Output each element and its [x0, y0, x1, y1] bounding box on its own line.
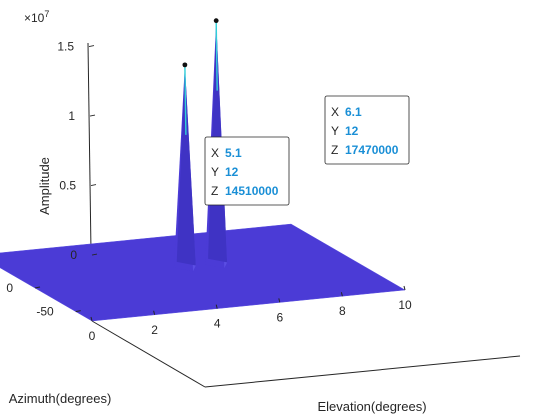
z-tick-mark: [90, 184, 97, 187]
y-tick-label: -50: [36, 305, 54, 319]
z-tick-mark: [88, 45, 95, 48]
datatip-value: 14510000: [225, 184, 279, 198]
datatip-value: 6.1: [345, 105, 362, 119]
x-tick-label: 4: [214, 317, 221, 331]
z-tick-mark: [89, 114, 96, 117]
x-tick-label: 10: [398, 298, 412, 312]
datatip-value: 12: [345, 124, 359, 138]
x-tick-label: 6: [276, 310, 283, 324]
datatip-box: [204, 136, 290, 206]
surface-group: [0, 18, 406, 322]
datatip-2: X 6.1 Y 12 Z 17470000: [324, 95, 410, 165]
peak-2-highlight: [215, 20, 218, 91]
datatip-key: X: [211, 146, 219, 160]
x-tick-mark: [90, 316, 93, 322]
datatip-key: Z: [331, 143, 338, 157]
datatip-key: Y: [331, 124, 339, 138]
y-axis-label: Azimuth(degrees): [9, 391, 112, 406]
x-tick-mark: [278, 298, 281, 303]
x-tick-label: 2: [151, 323, 158, 337]
x-tick-mark: [403, 285, 406, 291]
x-tick-mark: [153, 310, 156, 315]
datatip-value: 17470000: [345, 143, 399, 157]
x-tick-label: 8: [339, 304, 346, 318]
peak-1-marker: [182, 62, 188, 68]
y-tick-label: 0: [6, 281, 13, 295]
y-tick-mark: [75, 310, 81, 313]
datatip-value: 5.1: [225, 146, 242, 160]
peak-1-back-face: [176, 64, 196, 266]
datatip-key: Z: [211, 184, 218, 198]
datatips-group: X 5.1 Y 12 Z 14510000 X 6.1 Y 12 Z 17470000: [204, 95, 410, 206]
z-axis-label: Amplitude: [37, 157, 52, 215]
z-tick-label: 1: [68, 109, 75, 123]
z-tick-label: 1.5: [57, 40, 74, 54]
x-axis-line: [204, 355, 521, 388]
x-tick-label: 0: [89, 329, 96, 343]
z-tick-mark: [91, 253, 98, 256]
datatip-key: Y: [211, 165, 219, 179]
peak-2-marker: [213, 18, 219, 24]
y-axis-line: [91, 320, 206, 388]
z-exponent-label: ×107: [24, 9, 49, 25]
datatip-box: [324, 95, 410, 165]
datatip-key: X: [331, 105, 339, 119]
x-tick-mark: [215, 304, 218, 309]
peak-1-highlight: [184, 64, 187, 135]
ticks-group: 00.511.520246810500-50: [6, 40, 412, 343]
z-tick-label: 0: [70, 248, 77, 262]
z-tick-label: 0.5: [59, 179, 76, 193]
datatip-value: 12: [225, 165, 239, 179]
x-axis-label: Elevation(degrees): [317, 399, 426, 414]
datatip-1: X 5.1 Y 12 Z 14510000: [204, 136, 290, 206]
y-tick-mark: [34, 286, 41, 289]
x-tick-mark: [340, 292, 343, 297]
